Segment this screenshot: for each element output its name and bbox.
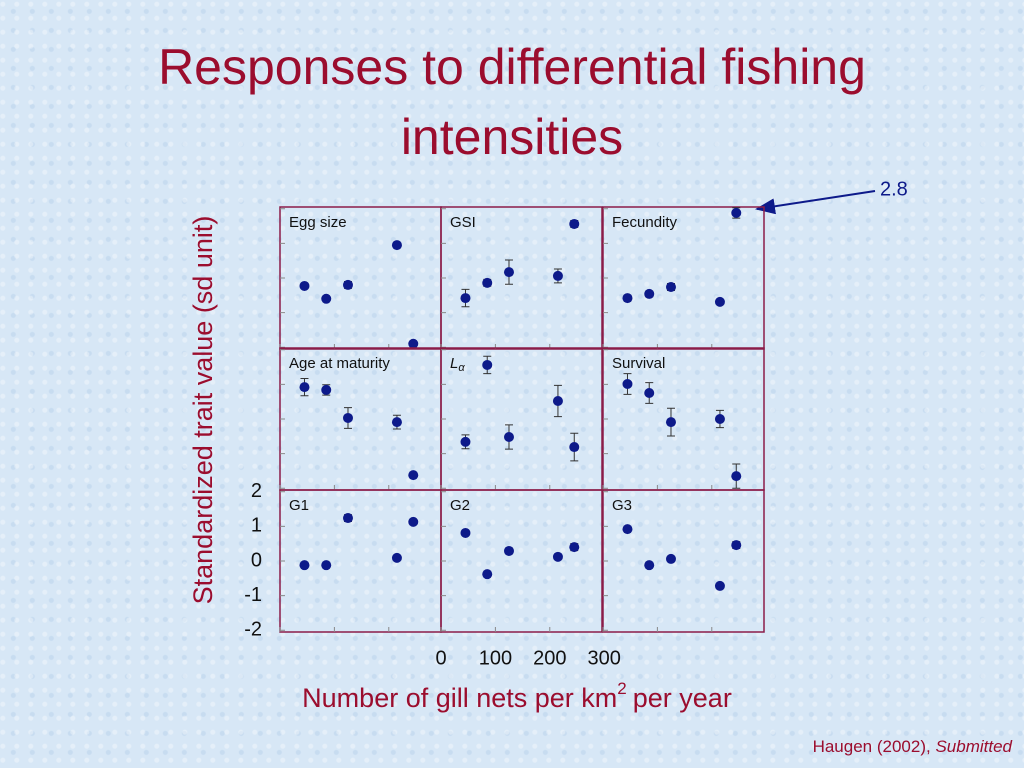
y-tick-label: 2 — [251, 480, 262, 502]
point — [460, 527, 471, 538]
point — [644, 288, 655, 299]
source-text: Haugen (2002), — [813, 737, 931, 756]
point — [552, 395, 563, 406]
panel-title: Lα — [450, 355, 465, 374]
point — [460, 436, 471, 447]
x-axis-label-main: Number of gill nets per km — [302, 683, 617, 713]
point — [731, 471, 742, 482]
point — [503, 267, 514, 278]
panel-title: G3 — [612, 497, 632, 514]
point — [299, 280, 310, 291]
point — [665, 417, 676, 428]
point — [321, 293, 332, 304]
point — [408, 516, 419, 527]
panel-title-text: Age at maturity — [289, 355, 390, 372]
panel-title: Age at maturity — [289, 355, 390, 372]
slide-title: Responses to differential fishing intens… — [158, 39, 866, 165]
panel-frame — [440, 347, 603, 491]
x-tick-label: 200 — [533, 647, 566, 669]
point — [714, 414, 725, 424]
panel-title-text: L — [450, 355, 458, 372]
panel-title: G1 — [289, 497, 309, 514]
panel-title-text: G2 — [450, 497, 470, 514]
point — [569, 218, 580, 229]
point — [552, 551, 563, 562]
x-axis-label-end: per year — [633, 683, 732, 713]
x-tick-label: 0 — [435, 647, 446, 669]
point — [342, 279, 353, 290]
y-tick-label: -2 — [244, 619, 262, 641]
panel-title: Fecundity — [612, 214, 678, 231]
point — [321, 560, 332, 571]
panel-title-text: GSI — [450, 214, 476, 231]
y-tick-label: -1 — [244, 584, 262, 606]
point — [503, 545, 514, 556]
point — [408, 338, 419, 349]
panel-title: Survival — [612, 355, 665, 372]
y-axis-label: Standardized trait value (sd unit) — [188, 216, 218, 605]
point — [622, 293, 633, 304]
point — [482, 277, 493, 288]
point — [342, 513, 353, 524]
point — [552, 270, 563, 281]
source-status: Submitted — [935, 737, 1012, 756]
point — [342, 412, 353, 423]
panel-title-text: G1 — [289, 497, 309, 514]
point — [503, 432, 514, 443]
point — [569, 442, 580, 453]
point — [391, 552, 402, 563]
point — [460, 293, 471, 304]
annotation: 2.8 — [880, 178, 908, 200]
point — [299, 560, 310, 571]
point — [644, 388, 655, 399]
source: Haugen (2002), Submitted — [813, 737, 1013, 756]
point — [482, 569, 493, 580]
point — [622, 524, 633, 535]
x-axis-label-sup: 2 — [617, 679, 626, 698]
point — [731, 207, 742, 218]
point — [644, 560, 655, 571]
x-tick-label: 100 — [479, 647, 512, 669]
y-tick-label: 0 — [251, 549, 262, 571]
panel-title: Egg size — [289, 214, 347, 231]
point — [714, 580, 725, 591]
point — [408, 470, 419, 481]
point — [665, 553, 676, 564]
point — [622, 379, 633, 390]
point — [714, 296, 725, 307]
panel-title: G2 — [450, 497, 470, 514]
panel-title-text: Fecundity — [612, 214, 678, 231]
annotation-arrow — [755, 190, 876, 215]
panel-title-text: G3 — [612, 497, 632, 514]
panel-title-text: Survival — [612, 355, 665, 372]
point — [391, 240, 402, 251]
x-axis-label: Number of gill nets per km2 per year — [302, 679, 732, 713]
panel-title-text: Egg size — [289, 214, 347, 231]
panel-title: GSI — [450, 214, 476, 231]
point — [665, 282, 676, 293]
point — [731, 540, 742, 551]
point — [482, 359, 493, 370]
point — [299, 382, 310, 393]
y-tick-label: 1 — [251, 515, 262, 537]
point — [391, 417, 402, 428]
x-tick-label: 300 — [587, 647, 620, 669]
panel-title-subscript: α — [458, 362, 465, 374]
point — [569, 542, 580, 553]
point — [321, 384, 332, 395]
